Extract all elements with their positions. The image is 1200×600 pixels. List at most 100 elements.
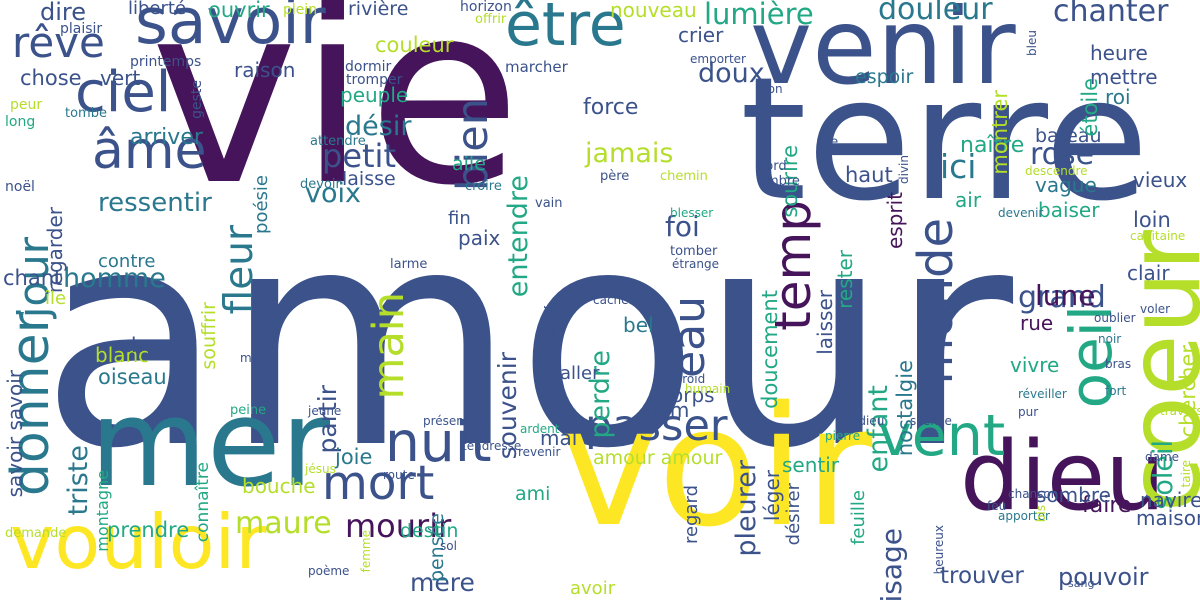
cloud-word: voler [1140,302,1171,316]
cloud-word: ouvrir [208,0,270,22]
cloud-word: laisse [342,168,396,190]
cloud-word: main [364,292,414,400]
cloud-word: enfant [863,385,894,473]
cloud-word: mère [410,568,475,597]
cloud-word: poème [308,564,350,578]
cloud-word: nuit [385,410,492,474]
cloud-word: air [955,188,982,212]
cloud-word: être [505,0,626,60]
cloud-word: terre [740,41,1149,239]
cloud-word: bateau [1035,125,1102,147]
cloud-word: loin [1133,208,1171,232]
cloud-word: lumière [704,0,814,31]
cloud-word: prendre [107,518,190,542]
cloud-word: adieu [851,414,885,428]
cloud-word: capitaine [1130,229,1186,243]
cloud-word: faire [1082,493,1132,518]
cloud-word: attendre [310,134,366,149]
cloud-word: arriver [130,125,203,150]
cloud-word: rivière [348,0,409,20]
cloud-word: baiser [1038,198,1100,222]
cloud-word: rue [1020,311,1054,335]
cloud-word: tendresse [462,439,522,453]
cloud-word: île [45,288,67,309]
cloud-word: haut [845,163,893,187]
cloud-word: nostalgie [893,360,917,457]
cloud-word: monde [908,218,964,385]
cloud-word: grand [1018,280,1106,315]
cloud-word: espoir [855,66,914,88]
cloud-word: geste [189,80,205,119]
cloud-word: vivre [1010,353,1060,377]
cloud-word: revenir [518,445,561,459]
cloud-word: mettre [1090,65,1158,89]
cloud-word: fleur [217,225,262,315]
cloud-word: petit [322,137,396,175]
cloud-word: sol [440,539,457,553]
cloud-word: maison [1136,506,1200,530]
cloud-word: destin [400,520,459,542]
cloud-word: vouloir [10,498,267,586]
cloud-word: désir [345,111,412,142]
cloud-word: heure [1090,41,1148,65]
cloud-word: navire [1140,488,1200,512]
cloud-word: aile [452,153,486,175]
cloud-word: étrange [672,257,719,271]
cloud-word: sombre [1036,483,1111,507]
cloud-word: humain [685,382,731,396]
cloud-word: chanson [1008,487,1059,501]
cloud-word: savoir [135,0,326,58]
cloud-word: vent [878,403,1006,469]
cloud-word: esprit [883,192,907,250]
cloud-word: entendre [503,175,534,298]
cloud-word: printemps [130,54,202,70]
cloud-word: avoir [570,578,616,599]
cloud-word: jamais [585,138,674,169]
cloud-word: étoile [1078,78,1102,137]
cloud-word: bord [757,159,787,174]
cloud-word: doux [698,58,765,89]
cloud-word: âme [92,121,207,181]
cloud-word: bouche [242,474,316,498]
cloud-word: devenir [998,206,1044,220]
cloud-word: dieu [960,422,1166,532]
cloud-word: père [600,169,630,184]
cloud-word: long [5,114,36,130]
cloud-word: vieux [1133,168,1188,192]
cloud-word: froid [678,372,706,386]
cloud-word: laisser [813,290,837,355]
cloud-word: pleurer [731,460,762,557]
cloud-word: couleur [375,33,454,57]
cloud-word: poésie [251,175,272,234]
cloud-word: joie [335,445,373,469]
cloud-word: dire [40,0,87,26]
cloud-word: amour [40,165,1014,514]
cloud-word: regarder [43,207,67,294]
cloud-word: peuple [340,83,409,107]
cloud-word: voir [560,371,873,563]
cloud-word: raison [234,58,296,82]
cloud-word: bis [1034,505,1048,523]
cloud-word: emporter [690,52,746,66]
cloud-word: souffrir [198,302,220,370]
cloud-word: taire [1179,460,1193,488]
cloud-word: offrir [475,12,507,27]
cloud-word: voix [305,178,361,209]
cloud-word: eau [664,296,715,378]
cloud-word: dame [1145,450,1180,464]
cloud-word: oiseau [98,365,167,389]
cloud-word: montrer [988,90,1012,175]
cloud-word: force [583,95,639,120]
cloud-word: nouveau [610,0,697,22]
cloud-word: fort [1105,384,1127,398]
cloud-word: vague [1035,173,1097,197]
cloud-word: trouver [940,563,1024,589]
cloud-word: fin [448,208,471,229]
cloud-word: mourir [345,507,452,545]
cloud-word: ciel [75,60,172,125]
cloud-word: route [383,468,415,482]
cloud-word: bel [623,313,654,337]
cloud-word: plaisir [60,21,103,37]
cloud-word: jeune [308,404,342,418]
